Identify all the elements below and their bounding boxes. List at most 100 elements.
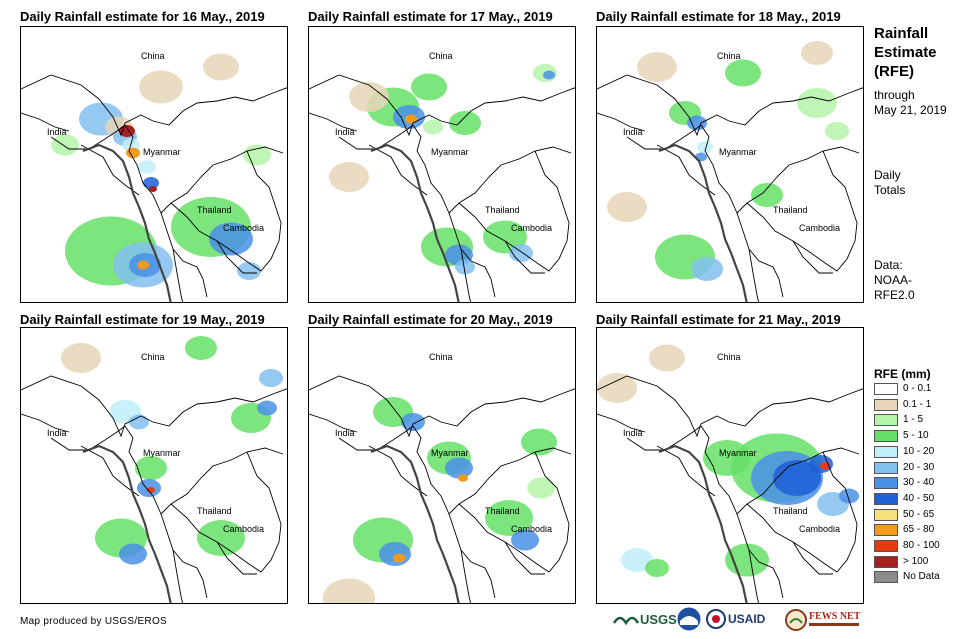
legend-label: 20 - 30 [903, 461, 935, 473]
legend-swatch [874, 398, 898, 411]
country-label-china: China [141, 51, 165, 61]
country-label-myanmar: Myanmar [719, 147, 757, 157]
country-label-cambodia: Cambodia [511, 524, 553, 534]
rainfall-area [458, 474, 468, 482]
coastline [658, 444, 748, 603]
country-label-china: China [717, 352, 741, 362]
country-label-myanmar: Myanmar [431, 448, 469, 458]
country-label-china: China [717, 51, 741, 61]
panel-title-4: Daily Rainfall estimate for 19 May., 201… [20, 312, 265, 327]
border-line [124, 425, 184, 603]
panel-title-6: Daily Rainfall estimate for 21 May., 201… [596, 312, 841, 327]
legend-swatch [874, 461, 898, 474]
map-canvas [597, 344, 863, 603]
legend-swatch [874, 383, 898, 395]
rainfall-area [143, 177, 159, 189]
border-line [448, 447, 572, 515]
rainfall-area [645, 559, 669, 577]
rainfall-area [185, 336, 217, 360]
border-line [376, 124, 414, 150]
rainfall-area [751, 183, 783, 207]
border-line [309, 112, 358, 132]
rainfall-area [209, 222, 253, 256]
panel-title-3: Daily Rainfall estimate for 18 May., 201… [596, 9, 841, 24]
border-line [792, 240, 833, 274]
usgs-logo-icon: USGS [612, 612, 677, 627]
border-line [746, 451, 858, 573]
rainfall-area [259, 369, 283, 387]
legend-label: 40 - 50 [903, 492, 935, 504]
border-line [160, 447, 284, 515]
rainfall-area [825, 122, 849, 140]
border-line [458, 451, 570, 573]
border-line [368, 144, 428, 196]
border-line [504, 240, 545, 274]
coastline [82, 444, 172, 603]
panel-title-2: Daily Rainfall estimate for 17 May., 201… [308, 9, 553, 24]
rainfall-area [411, 73, 447, 101]
noaa-emblem-icon [677, 607, 701, 631]
rainfall-area [725, 543, 769, 577]
rainfall-area [393, 553, 405, 563]
border-line [597, 112, 646, 132]
legend-label: 80 - 100 [903, 540, 940, 551]
rainfall-area [379, 542, 411, 566]
rainfall-area [329, 162, 369, 192]
coastline [658, 143, 748, 302]
country-label-india: India [335, 127, 355, 137]
border-line [172, 248, 208, 298]
rainfall-area [621, 548, 653, 572]
border-line [412, 425, 472, 603]
rainfall-area [401, 413, 425, 431]
border-line [626, 437, 665, 451]
border-line [80, 445, 140, 497]
sidebar-title: Rainfall Estimate (RFE) [874, 25, 937, 80]
legend-label: 0.1 - 1 [903, 398, 932, 410]
country-label-china: China [429, 51, 453, 61]
legend-title: RFE (mm) [874, 367, 931, 381]
map-credit: Map produced by USGS/EROS [20, 616, 168, 627]
rainfall-area [126, 147, 140, 159]
border-line [748, 549, 784, 599]
rainfall-map-5: China India Myanmar Thailand Cambodia [308, 327, 576, 604]
border-line [792, 541, 833, 575]
country-label-myanmar: Myanmar [143, 448, 181, 458]
border-line [338, 437, 377, 451]
legend-label: 5 - 10 [903, 430, 929, 442]
country-label-myanmar: Myanmar [431, 147, 469, 157]
legend-label: 50 - 65 [903, 508, 935, 520]
map-canvas [309, 375, 575, 603]
sidebar-source-2: RFE2.0 [874, 288, 915, 302]
legend-swatch [874, 445, 898, 458]
rainfall-area [137, 260, 149, 270]
border-line [160, 146, 284, 214]
country-label-cambodia: Cambodia [799, 223, 841, 233]
rainfall-area [243, 144, 271, 166]
rainfall-map-6: China India Myanmar Thailand Cambodia [596, 327, 864, 604]
rainfall-area [691, 257, 723, 281]
border-line [21, 375, 287, 438]
map-canvas [309, 64, 575, 302]
country-label-myanmar: Myanmar [143, 147, 181, 157]
country-label-cambodia: Cambodia [799, 524, 841, 534]
country-label-thailand: Thailand [485, 205, 520, 215]
rainfall-area [543, 70, 555, 80]
country-label-india: India [47, 428, 67, 438]
rainfall-area [149, 186, 157, 192]
rainfall-area [607, 192, 647, 222]
border-line [50, 136, 89, 150]
fewsnet-logo: FEWS NET [784, 607, 862, 636]
border-line [21, 413, 70, 433]
rainfall-map-2: China India Myanmar Thailand Cambodia [308, 26, 576, 303]
border-line [448, 146, 572, 214]
border-line [309, 413, 358, 433]
border-line [216, 541, 257, 575]
rainfall-area [697, 141, 713, 153]
border-line [736, 146, 860, 214]
border-line [88, 124, 126, 150]
rainfall-area [725, 59, 761, 87]
rainfall-area [511, 529, 539, 551]
legend-label: 65 - 80 [903, 524, 935, 536]
border-line [172, 549, 208, 599]
country-label-india: India [335, 428, 355, 438]
